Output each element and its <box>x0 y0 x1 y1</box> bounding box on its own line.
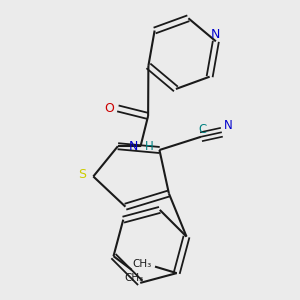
Text: C: C <box>199 124 207 136</box>
Text: S: S <box>78 168 86 181</box>
Text: CH₃: CH₃ <box>124 273 143 283</box>
Text: N: N <box>211 28 220 41</box>
Text: N: N <box>224 119 233 132</box>
Text: H: H <box>145 140 153 154</box>
Text: CH₃: CH₃ <box>133 259 152 269</box>
Text: N: N <box>129 140 138 153</box>
Text: O: O <box>105 102 115 115</box>
